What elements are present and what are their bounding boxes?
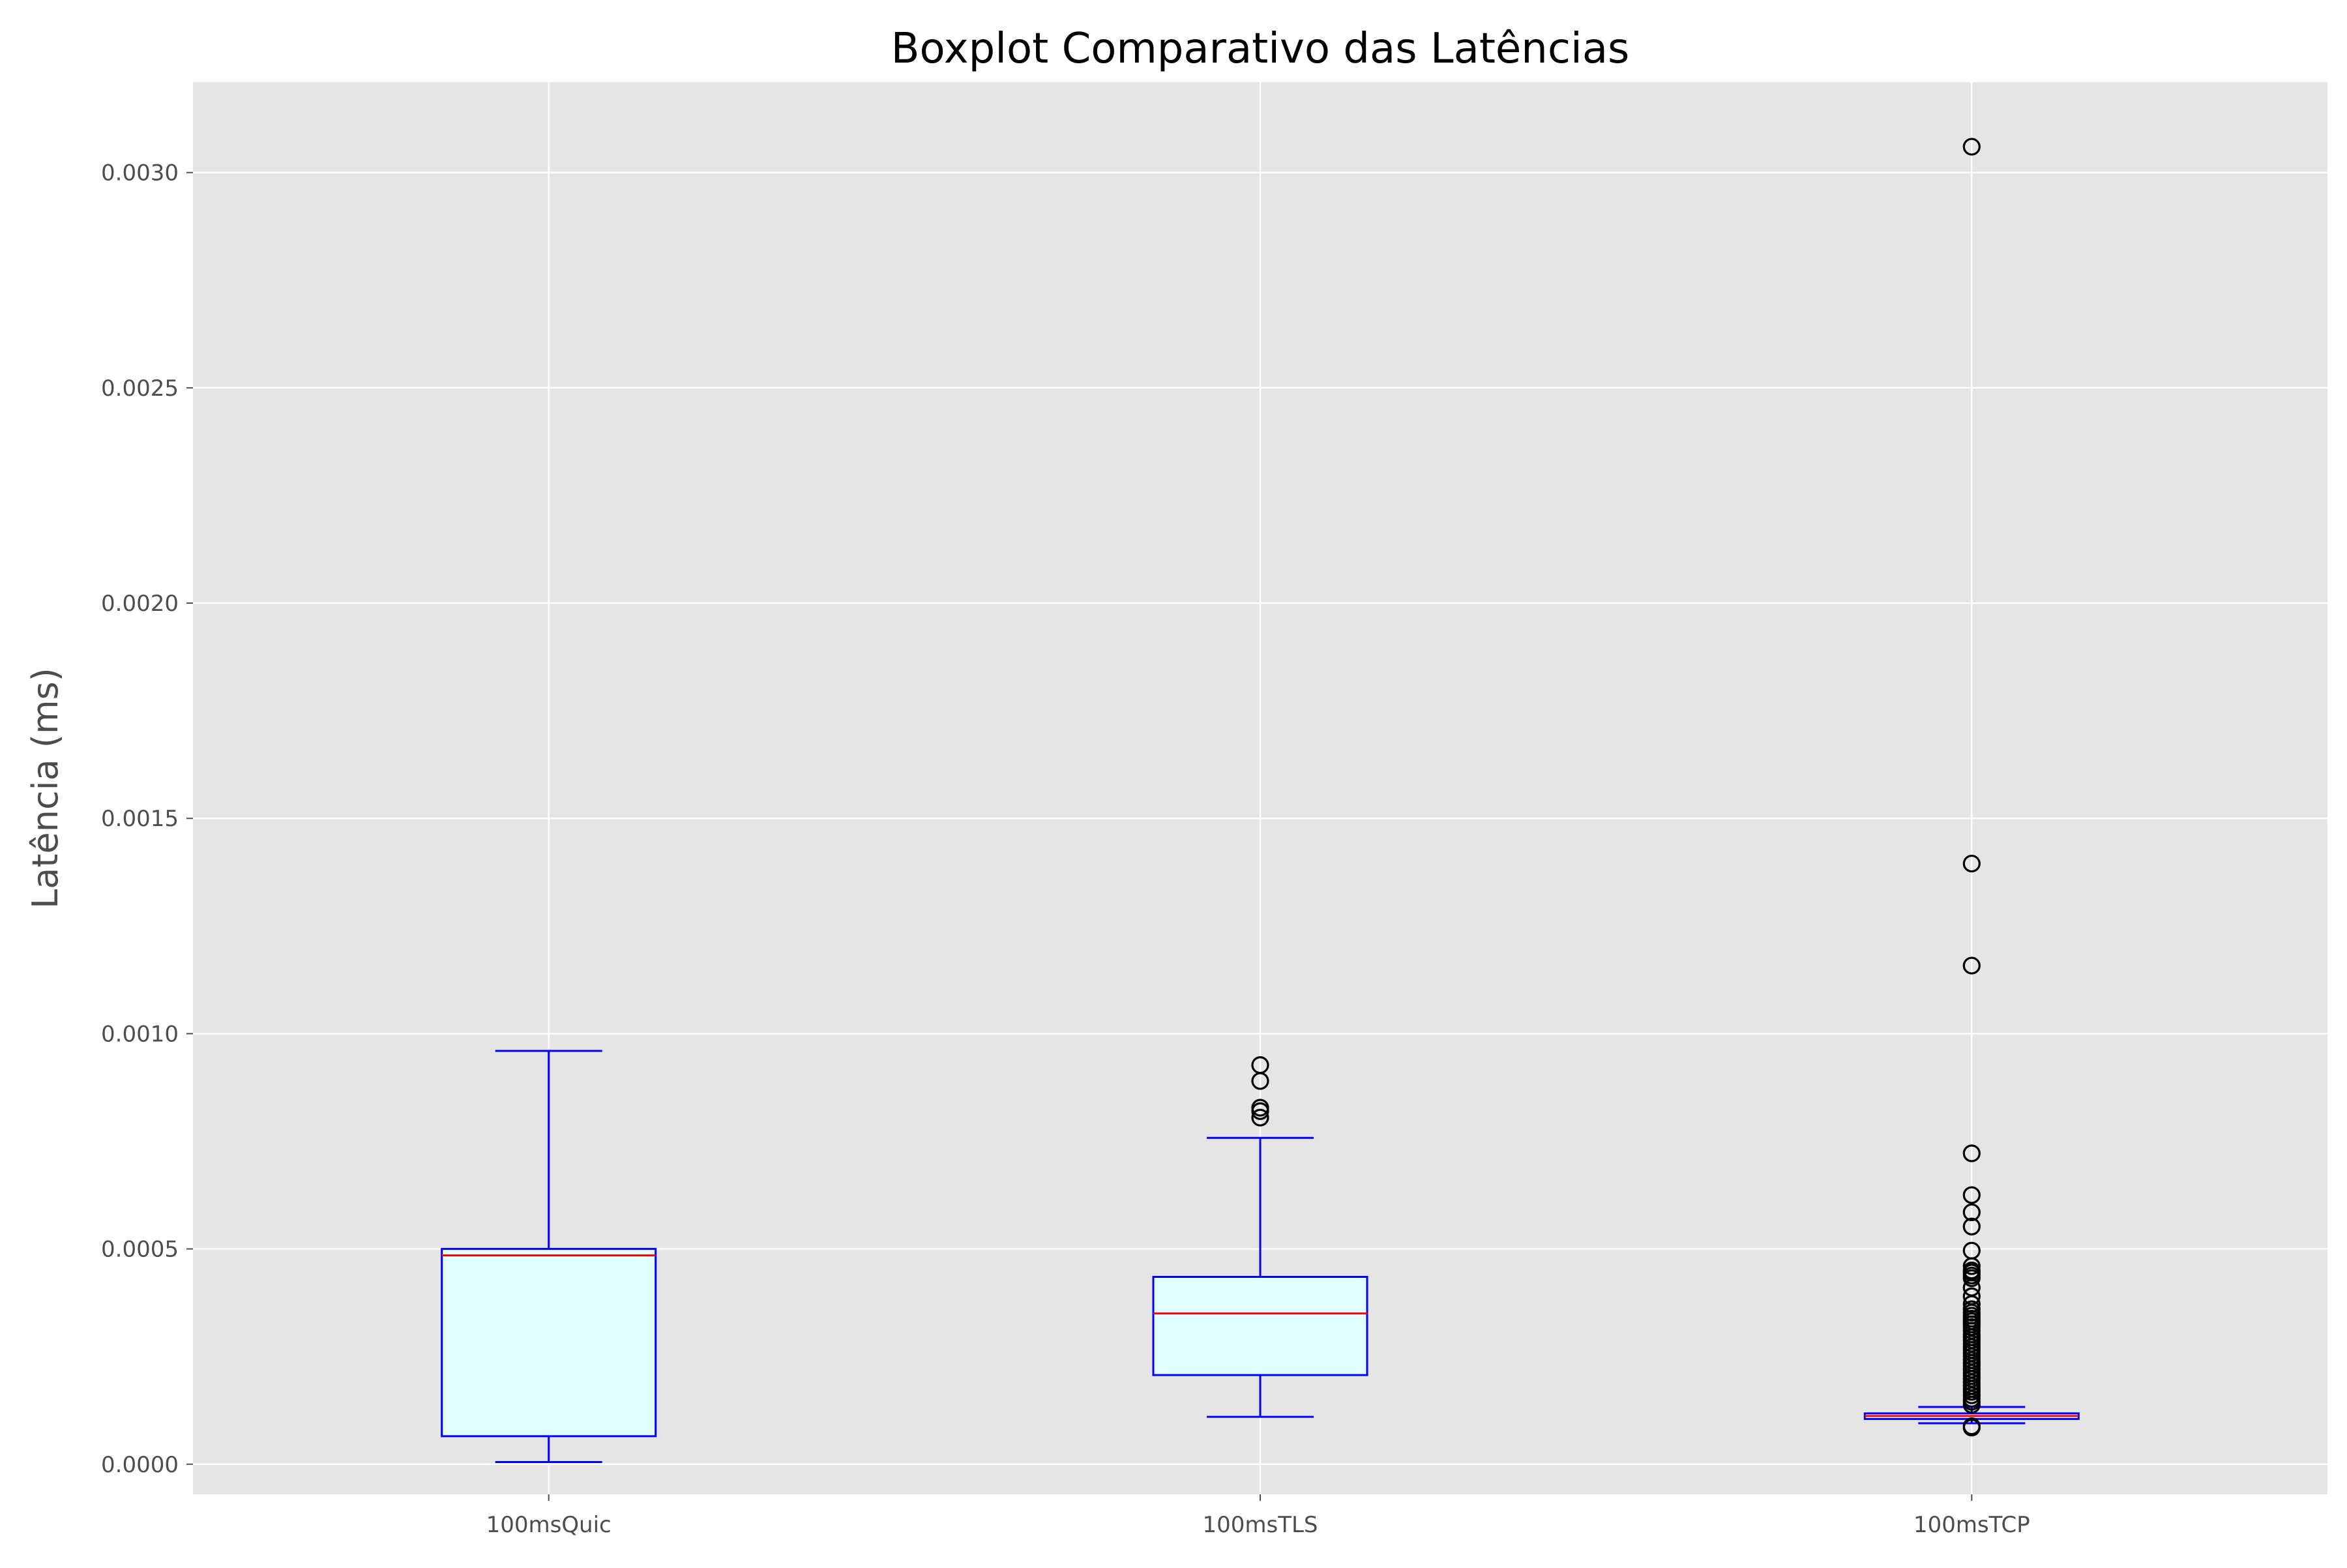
outlier-point — [1962, 138, 1981, 156]
outlier-point — [1251, 1072, 1269, 1090]
outlier-point — [1962, 1217, 1981, 1235]
y-tick-label: 0.0015 — [101, 806, 179, 832]
y-tick-label: 0.0005 — [101, 1237, 179, 1263]
chart-title: Boxplot Comparativo das Latências — [891, 25, 1630, 73]
x-tick-label: 100msTCP — [1913, 1512, 2030, 1538]
y-tick-label: 0.0025 — [101, 376, 179, 402]
outlier-point — [1962, 854, 1981, 873]
x-tick-label: 100msQuic — [486, 1512, 612, 1538]
y-tick-label: 0.0000 — [101, 1452, 179, 1478]
tick-labels: 0.0000 0.0005 0.0010 0.0015 0.0020 0.0025 0.00… — [101, 160, 2030, 1538]
y-tick-label: 0.0030 — [101, 160, 179, 186]
y-axis-label: Latência (ms) — [25, 668, 66, 909]
outlier-point — [1962, 1186, 1981, 1204]
outlier-point — [1251, 1108, 1269, 1127]
box-iqr — [441, 1248, 657, 1438]
outlier-point — [1962, 1203, 1981, 1222]
outlier-point — [1962, 1269, 1981, 1288]
y-tick-label: 0.0020 — [101, 591, 179, 617]
outlier-point — [1962, 1257, 1981, 1275]
boxes — [441, 138, 2080, 1463]
outlier-point — [1962, 1419, 1981, 1437]
box-100msQuic — [441, 1050, 657, 1463]
outlier-point — [1962, 1144, 1981, 1162]
outlier-point — [1251, 1102, 1269, 1120]
x-tick-label: 100msTLS — [1202, 1512, 1318, 1538]
box-100msTCP — [1863, 138, 2080, 1437]
y-tick-label: 0.0010 — [101, 1021, 179, 1047]
outlier-point — [1962, 1396, 1981, 1414]
outlier-point — [1962, 956, 1981, 975]
box-iqr — [1152, 1276, 1368, 1376]
box-100msTLS — [1152, 1056, 1368, 1418]
